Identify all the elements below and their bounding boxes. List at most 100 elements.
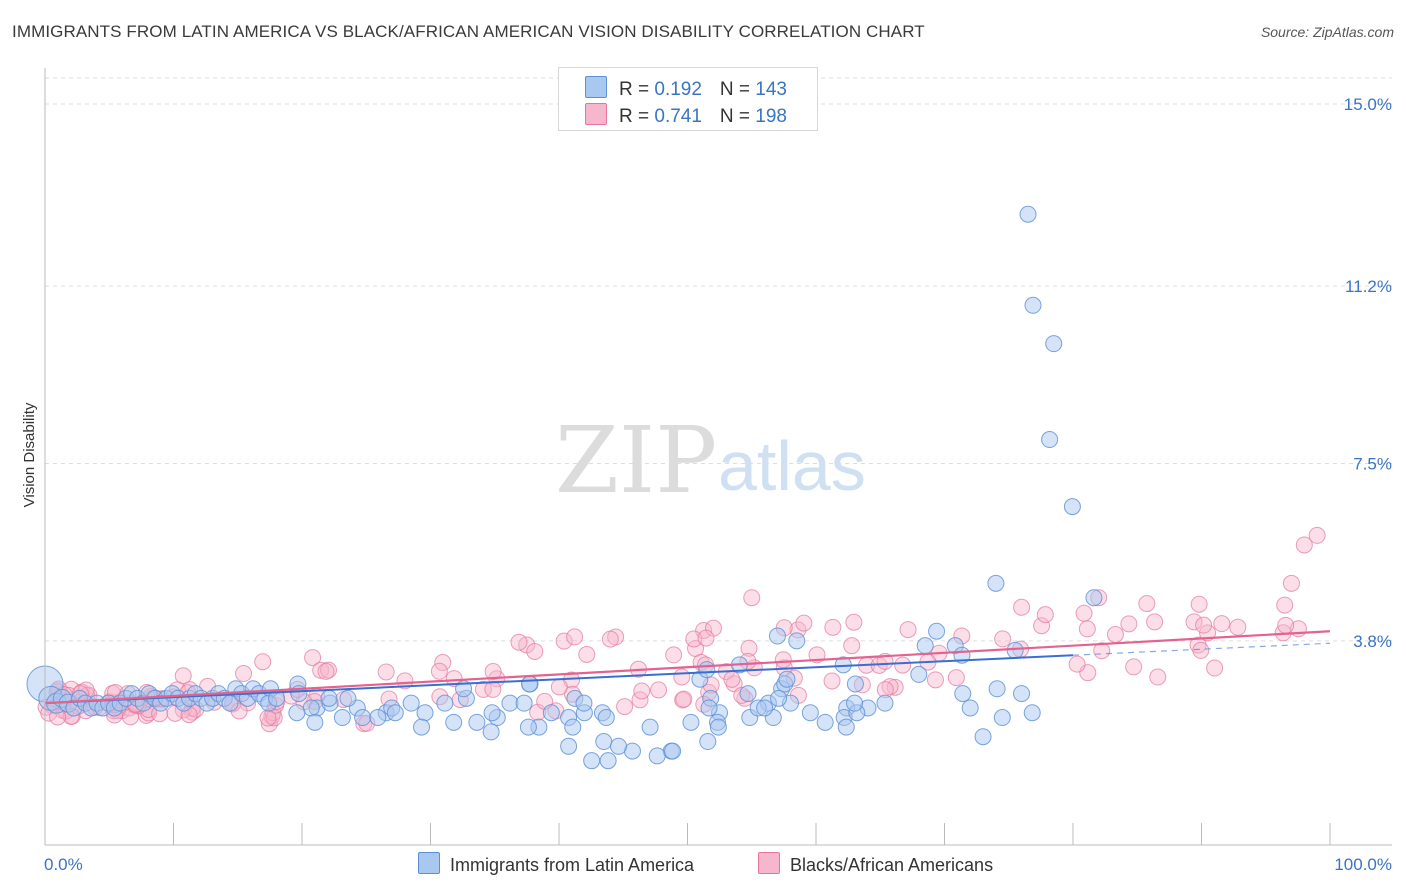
point-latin xyxy=(320,689,338,707)
point-latin xyxy=(837,718,855,736)
point-latin xyxy=(564,718,582,736)
point-latin xyxy=(501,694,519,712)
bottom-legend-swatch-black xyxy=(758,852,780,874)
x-tick-label: 100.0% xyxy=(1334,855,1392,874)
point-latin xyxy=(816,713,834,731)
point-latin xyxy=(560,737,578,755)
point-latin xyxy=(698,661,716,679)
point-black xyxy=(1308,526,1326,544)
watermark: ZIP atlas xyxy=(555,407,866,514)
point-latin xyxy=(664,742,682,760)
point-latin xyxy=(1041,431,1059,449)
point-latin xyxy=(306,713,324,731)
point-black xyxy=(259,709,277,727)
point-black xyxy=(254,653,272,671)
bottom-legend-latin: Immigrants from Latin America xyxy=(418,852,694,876)
point-black xyxy=(555,632,573,650)
point-latin xyxy=(1024,296,1042,314)
point-black xyxy=(235,665,253,683)
point-black xyxy=(526,642,544,660)
point-latin xyxy=(515,694,533,712)
point-latin xyxy=(1063,498,1081,516)
point-black xyxy=(1036,606,1054,624)
point-black xyxy=(674,691,692,709)
point-black xyxy=(740,639,758,657)
point-black xyxy=(396,672,414,690)
point-black xyxy=(1138,595,1156,613)
point-black xyxy=(1120,615,1138,633)
point-latin xyxy=(302,699,320,717)
bottom-legend-black: Blacks/African Americans xyxy=(758,852,993,876)
trend-lines xyxy=(44,630,1331,705)
point-latin xyxy=(1023,704,1041,722)
point-latin xyxy=(610,737,628,755)
point-black xyxy=(823,672,841,690)
point-latin xyxy=(1006,641,1024,659)
point-latin xyxy=(846,694,864,712)
bottom-legend-swatch-latin xyxy=(418,852,440,874)
point-latin xyxy=(482,723,500,741)
point-black xyxy=(1190,595,1208,613)
point-latin xyxy=(801,704,819,722)
legend: R = 0.192 N = 143 R = 0.741 N = 198 xyxy=(558,67,818,131)
point-latin xyxy=(876,694,894,712)
y-tick-label: 11.2% xyxy=(1345,277,1392,296)
point-latin xyxy=(987,574,1005,592)
point-latin xyxy=(575,694,593,712)
point-latin xyxy=(468,713,486,731)
point-latin xyxy=(682,713,700,731)
point-latin xyxy=(369,709,387,727)
point-black xyxy=(1282,574,1300,592)
point-black xyxy=(1295,536,1313,554)
point-latin xyxy=(788,632,806,650)
point-latin xyxy=(597,709,615,727)
point-black xyxy=(484,680,502,698)
source-label: Source: ZipAtlas.com xyxy=(1260,24,1394,40)
point-latin xyxy=(928,622,946,640)
point-latin xyxy=(988,680,1006,698)
point-latin xyxy=(641,718,659,736)
legend-n-value: 143 xyxy=(755,79,787,100)
watermark-zip: ZIP xyxy=(555,407,717,514)
point-black xyxy=(1125,658,1143,676)
point-black xyxy=(174,667,192,685)
x-tick-labels: 0.0% 100.0% xyxy=(44,855,1392,874)
point-black xyxy=(1195,616,1213,634)
point-black xyxy=(484,663,502,681)
point-latin xyxy=(910,665,928,683)
legend-r-label: R = xyxy=(619,79,655,100)
legend-n-value: 198 xyxy=(755,106,787,127)
point-latin xyxy=(768,627,786,645)
point-black xyxy=(675,690,693,708)
point-latin xyxy=(916,637,934,655)
point-black xyxy=(899,621,917,639)
point-black xyxy=(1213,615,1231,633)
point-latin xyxy=(1045,335,1063,353)
point-latin xyxy=(413,718,431,736)
point-black xyxy=(578,645,596,663)
legend-r-value: 0.192 xyxy=(654,79,702,100)
point-black xyxy=(723,670,741,688)
legend-swatch-latin xyxy=(585,76,607,98)
point-black xyxy=(1206,659,1224,677)
legend-n-label: N = xyxy=(719,106,756,127)
point-black xyxy=(317,662,335,680)
point-black xyxy=(1192,641,1210,659)
point-black xyxy=(265,709,283,727)
point-latin xyxy=(483,704,501,722)
trend-line-latin xyxy=(44,654,1074,705)
point-latin xyxy=(961,699,979,717)
y-tick-label: 3.8% xyxy=(1353,632,1392,651)
point-black xyxy=(510,633,528,651)
y-tick-labels: 3.8% 7.5% 11.2% 15.0% xyxy=(1344,95,1392,651)
point-black xyxy=(894,656,912,674)
legend-r-value: 0.741 xyxy=(654,106,702,127)
point-black xyxy=(633,682,651,700)
point-black xyxy=(843,637,861,655)
point-latin xyxy=(846,675,864,693)
x-tick-label: 0.0% xyxy=(44,855,83,874)
legend-row-black: R = 0.741 N = 198 xyxy=(585,103,787,127)
point-latin xyxy=(1085,589,1103,607)
point-latin xyxy=(402,694,420,712)
